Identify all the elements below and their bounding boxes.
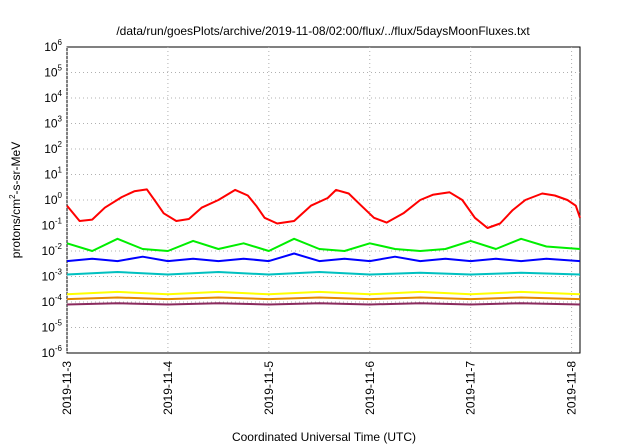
x-tick-labels: 2019-11-3 2019-11-4 2019-11-5 2019-11-6 2019… xyxy=(60,361,579,415)
series-line xyxy=(66,290,581,296)
series-line xyxy=(66,188,581,229)
y-tick-label: 106 xyxy=(44,38,62,54)
x-axis-title: Coordinated Universal Time (UTC) xyxy=(232,430,416,444)
y-tick-label: 10-4 xyxy=(42,293,63,309)
series-line xyxy=(66,271,581,276)
y-tick-label: 105 xyxy=(44,64,62,80)
x-tick-label: 2019-11-6 xyxy=(363,361,377,415)
y-tick-labels: 10-6 10-5 10-4 10-3 10-2 10-1 100 101 102 103 104 1… xyxy=(42,38,63,360)
x-tick-label: 2019-11-3 xyxy=(60,361,74,415)
y-tick-label: 10-2 xyxy=(42,242,63,258)
chart-title: /data/run/goesPlots/archive/2019-11-08/0… xyxy=(116,24,530,38)
series-line xyxy=(66,296,581,301)
series-group xyxy=(66,188,581,306)
y-tick-label: 10-5 xyxy=(42,319,63,335)
y-axis-title: protons/cm2-s-sr-MeV xyxy=(8,142,23,258)
y-tick-label: 100 xyxy=(44,191,62,207)
x-tick-label: 2019-11-8 xyxy=(565,361,579,415)
y-tick-label: 10-3 xyxy=(42,268,63,284)
x-tick-label: 2019-11-7 xyxy=(464,361,478,415)
y-tick-label: 102 xyxy=(44,140,62,156)
y-tick-label: 10-1 xyxy=(42,217,63,233)
series-line xyxy=(66,302,581,306)
x-tick-label: 2019-11-4 xyxy=(161,361,175,415)
x-tick-label: 2019-11-5 xyxy=(262,361,276,415)
series-line xyxy=(66,237,581,252)
y-tick-label: 103 xyxy=(44,115,62,131)
series-line xyxy=(66,252,581,263)
y-tick-label: 10-6 xyxy=(42,344,63,360)
y-tick-label: 104 xyxy=(44,89,62,105)
y-tick-label: 101 xyxy=(44,166,62,182)
